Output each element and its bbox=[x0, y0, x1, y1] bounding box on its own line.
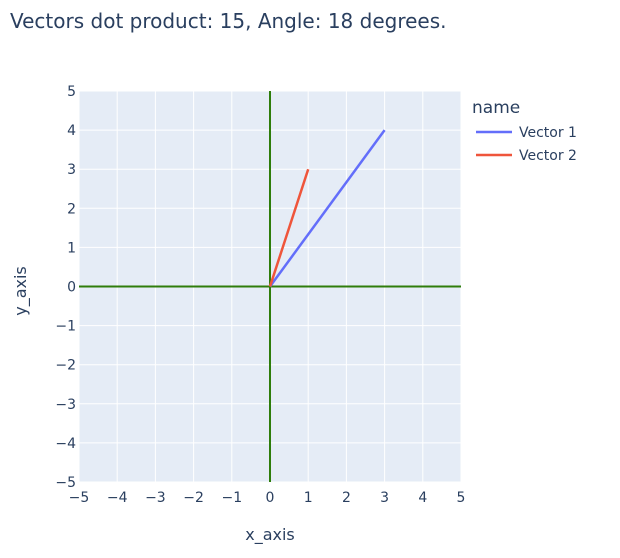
series-line-1 bbox=[268, 129, 386, 288]
series-lines bbox=[268, 129, 386, 288]
chart-title: Vectors dot product: 15, Angle: 18 degre… bbox=[10, 9, 447, 33]
y-tick-label: 3 bbox=[67, 162, 76, 178]
y-tick-labels: 5 4 3 2 1 0 −1 −2 −3 −4 −5 bbox=[55, 84, 76, 491]
y-tick-label: −5 bbox=[55, 475, 76, 491]
legend[interactable]: name Vector 1 Vector 2 bbox=[472, 98, 577, 164]
x-tick-label: −1 bbox=[221, 490, 242, 506]
x-tick-label: 2 bbox=[342, 490, 351, 506]
y-tick-label: −4 bbox=[55, 436, 76, 452]
x-tick-label: 1 bbox=[304, 490, 313, 506]
series-line-2 bbox=[268, 168, 310, 287]
x-tick-label: 3 bbox=[380, 490, 389, 506]
x-tick-label: 4 bbox=[418, 490, 427, 506]
x-tick-label: −3 bbox=[145, 490, 166, 506]
y-tick-label: 0 bbox=[67, 280, 76, 296]
x-tick-label: −5 bbox=[69, 490, 90, 506]
x-axis-title: x_axis bbox=[245, 525, 295, 545]
legend-item-2[interactable]: Vector 2 bbox=[519, 148, 577, 164]
y-tick-label: −3 bbox=[55, 397, 76, 413]
x-tick-label: −4 bbox=[107, 490, 128, 506]
y-tick-label: −2 bbox=[55, 358, 76, 374]
y-axis-title: y_axis bbox=[11, 266, 31, 316]
y-tick-label: 5 bbox=[67, 84, 76, 100]
x-tick-label: 5 bbox=[457, 490, 466, 506]
x-tick-labels: −5 −4 −3 −2 −1 0 1 2 3 4 5 bbox=[69, 490, 466, 506]
legend-item-1[interactable]: Vector 1 bbox=[519, 125, 577, 141]
x-tick-label: −2 bbox=[183, 490, 204, 506]
y-tick-label: 4 bbox=[67, 123, 76, 139]
x-tick-label: 0 bbox=[266, 490, 275, 506]
legend-title: name bbox=[472, 98, 520, 118]
y-tick-label: 1 bbox=[67, 240, 76, 256]
y-tick-label: 2 bbox=[67, 201, 76, 217]
y-tick-label: −1 bbox=[55, 319, 76, 335]
